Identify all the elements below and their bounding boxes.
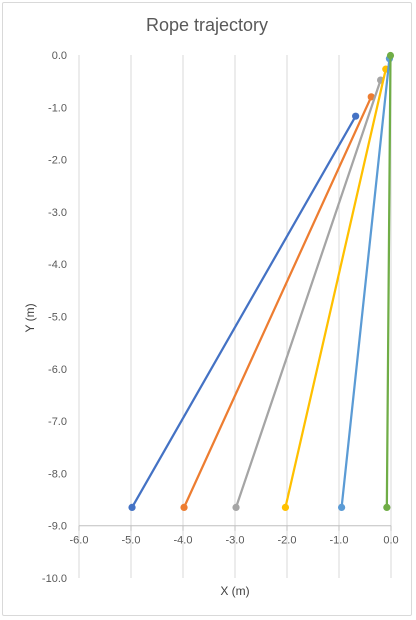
series-line	[284, 67, 387, 509]
y-tick-label: -10.0	[42, 573, 67, 585]
series-line	[385, 54, 392, 509]
tick-labels: -6.0 -5.0 -4.0 -3.0 -2.0 -1.0 0.0 0.0 -1.0 -2.0 -3…	[42, 50, 399, 585]
data-point	[367, 93, 375, 101]
y-tick-label: -2.0	[48, 155, 67, 167]
data-point	[232, 503, 240, 511]
series-line	[340, 57, 391, 509]
data-point	[281, 503, 290, 511]
x-tick-label: 0.0	[383, 535, 398, 547]
data-point	[338, 503, 346, 511]
x-tick-label: -5.0	[122, 535, 141, 547]
series-line	[182, 95, 373, 509]
y-tick-label: -9.0	[48, 521, 67, 533]
chart-title: Rope trajectory	[146, 15, 268, 35]
data-point	[383, 503, 391, 511]
data-point	[352, 112, 360, 120]
y-axis-title: Y (m)	[23, 303, 37, 332]
x-tick-label: -4.0	[174, 535, 193, 547]
y-tick-label: 0.0	[52, 50, 67, 62]
gridlines	[78, 55, 392, 578]
y-tick-label: -4.0	[48, 259, 67, 271]
data-point	[128, 503, 136, 511]
series-6	[383, 51, 395, 511]
axes	[78, 525, 392, 531]
y-tick-label: -7.0	[48, 416, 67, 428]
series-4	[281, 65, 390, 511]
data-point	[180, 503, 188, 511]
y-tick-label: -1.0	[48, 102, 67, 114]
x-tick-label: -3.0	[226, 535, 245, 547]
y-tick-label: -8.0	[48, 468, 67, 480]
y-tick-label: -5.0	[48, 312, 67, 324]
series-line	[130, 115, 357, 509]
series-2	[180, 93, 375, 511]
x-tick-label: -2.0	[278, 535, 297, 547]
series-1	[128, 112, 360, 511]
x-tick-label: -1.0	[330, 535, 349, 547]
data-point	[386, 51, 395, 60]
series-layer	[128, 51, 395, 511]
x-axis-title: X (m)	[220, 584, 249, 598]
y-tick-label: -3.0	[48, 207, 67, 219]
y-tick-label: -6.0	[48, 364, 67, 376]
x-tick-label: -6.0	[70, 535, 89, 547]
series-line	[234, 78, 382, 509]
chart-frame	[2, 2, 412, 616]
